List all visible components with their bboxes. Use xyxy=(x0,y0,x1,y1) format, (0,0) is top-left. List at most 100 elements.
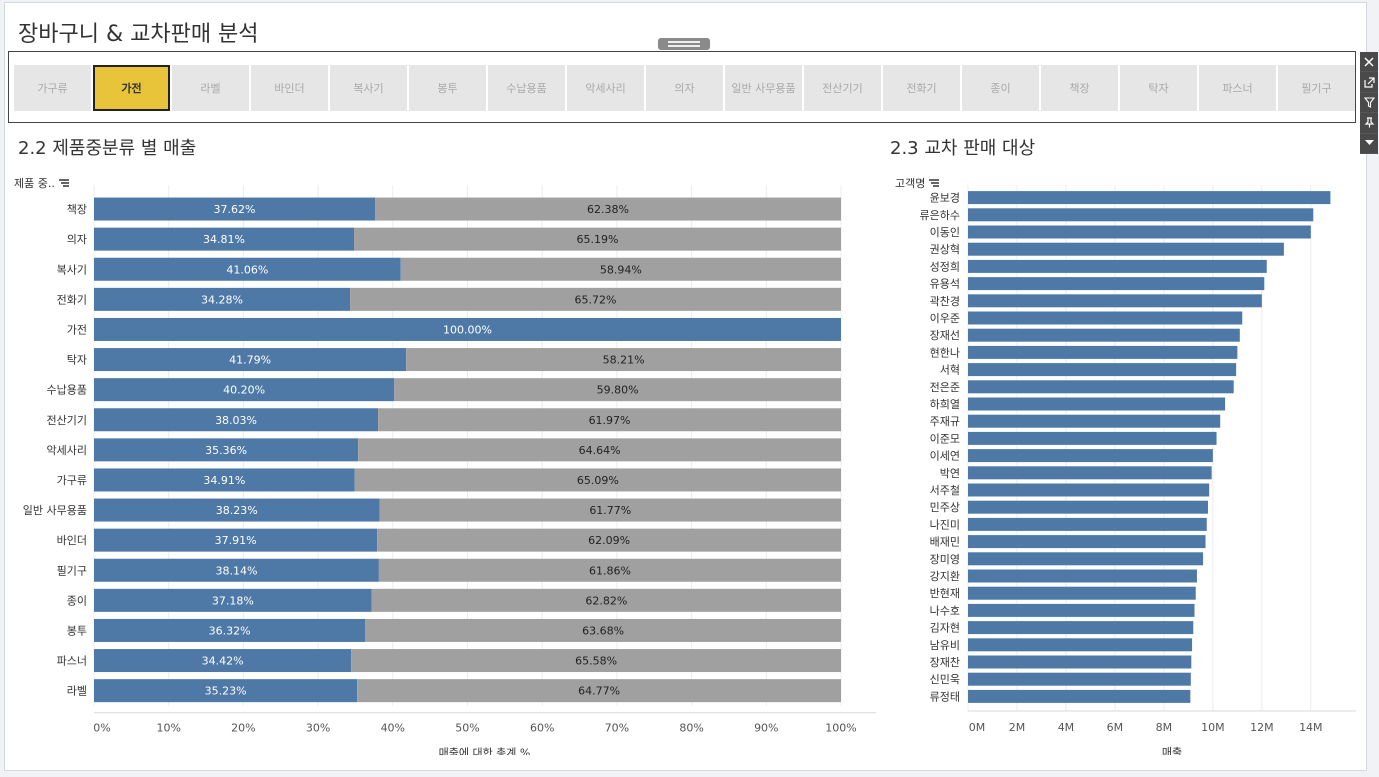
data-label-b: 64.77% xyxy=(578,685,620,698)
filter-item[interactable]: 복사기 xyxy=(330,65,407,111)
customer-bar[interactable] xyxy=(968,672,1191,686)
category-label: 탁자 xyxy=(67,354,87,367)
customer-bar[interactable] xyxy=(968,449,1213,463)
bar-segment-b[interactable] xyxy=(371,588,841,612)
customer-bar[interactable] xyxy=(968,311,1243,325)
filter-item[interactable]: 전화기 xyxy=(883,65,960,111)
close-icon[interactable] xyxy=(1360,52,1378,73)
customer-bar[interactable] xyxy=(968,380,1234,394)
customer-bar[interactable] xyxy=(968,259,1267,273)
filter-item[interactable]: 라벨 xyxy=(172,65,249,111)
bar-segment-a[interactable] xyxy=(94,679,358,703)
filter-item[interactable]: 필기구 xyxy=(1278,65,1355,111)
customer-bar[interactable] xyxy=(968,466,1212,480)
sort-icon[interactable] xyxy=(929,179,940,187)
bar-segment-a[interactable] xyxy=(94,227,355,251)
x-tick-label: 2M xyxy=(1009,721,1026,734)
filter-item[interactable]: 전산기기 xyxy=(804,65,881,111)
customer-bar[interactable] xyxy=(968,191,1331,205)
bar-segment-a[interactable] xyxy=(94,558,379,582)
filter-item[interactable]: 일반 사무용품 xyxy=(725,65,802,111)
bar-segment-a[interactable] xyxy=(94,378,395,402)
bar-segment-a[interactable] xyxy=(94,618,366,642)
filter-item[interactable]: 책장 xyxy=(1041,65,1118,111)
more-icon[interactable] xyxy=(1360,134,1378,155)
filter-item[interactable]: 가구류 xyxy=(14,65,91,111)
customer-bar[interactable] xyxy=(968,242,1284,256)
bar-segment-b[interactable] xyxy=(400,257,841,281)
bar-segment-b[interactable] xyxy=(354,468,841,492)
filter-item[interactable]: 탁자 xyxy=(1120,65,1197,111)
bar-segment-a[interactable] xyxy=(94,348,407,372)
bar-segment-a[interactable] xyxy=(94,649,352,673)
filter-item[interactable]: 종이 xyxy=(962,65,1039,111)
bar-segment-b[interactable] xyxy=(354,227,841,251)
bar-segment-b[interactable] xyxy=(365,618,841,642)
customer-bar[interactable] xyxy=(968,328,1240,342)
customer-bar[interactable] xyxy=(968,277,1265,291)
bar-segment-a[interactable] xyxy=(94,588,372,612)
category-label: 파스너 xyxy=(57,655,87,668)
customer-bar[interactable] xyxy=(968,500,1208,514)
pin-icon[interactable] xyxy=(1360,113,1378,134)
customer-bar[interactable] xyxy=(968,483,1210,497)
x-tick-label: 80% xyxy=(679,722,703,735)
bar-segment-a[interactable] xyxy=(94,408,379,432)
customer-bar[interactable] xyxy=(968,638,1193,652)
bar-segment-a[interactable] xyxy=(94,498,380,522)
filter-icon[interactable] xyxy=(1360,93,1378,114)
customer-bar[interactable] xyxy=(968,569,1197,583)
customer-bar[interactable] xyxy=(968,621,1194,635)
bar-segment-b[interactable] xyxy=(375,197,841,221)
bar-segment-b[interactable] xyxy=(350,287,841,311)
bar-segment-b[interactable] xyxy=(351,649,841,673)
popout-icon[interactable] xyxy=(1360,72,1378,93)
filter-item[interactable]: 의자 xyxy=(646,65,723,111)
filter-item[interactable]: 봉투 xyxy=(409,65,486,111)
bar-segment-b[interactable] xyxy=(377,528,841,552)
customer-bar[interactable] xyxy=(968,431,1217,445)
bar-segment-b[interactable] xyxy=(378,408,841,432)
customer-bar[interactable] xyxy=(968,586,1196,600)
bar-segment-a[interactable] xyxy=(94,468,355,492)
customer-bar[interactable] xyxy=(968,363,1237,377)
x-tick-label: 14M xyxy=(1299,721,1323,734)
filter-item[interactable]: 가전 xyxy=(93,65,170,111)
customer-bar[interactable] xyxy=(968,345,1238,359)
bar-segment-b[interactable] xyxy=(394,378,841,402)
bar-segment-b[interactable] xyxy=(379,498,841,522)
bar-segment-a[interactable] xyxy=(94,528,378,552)
left-field-label[interactable]: 제품 중.. xyxy=(14,175,69,191)
bar-segment-a[interactable] xyxy=(94,257,401,281)
sort-icon[interactable] xyxy=(58,179,69,187)
customer-bar[interactable] xyxy=(968,517,1207,531)
customer-bar[interactable] xyxy=(968,603,1195,617)
bar-segment-a[interactable] xyxy=(94,287,351,311)
customer-bar[interactable] xyxy=(968,689,1191,703)
drag-handle[interactable] xyxy=(658,38,710,50)
customer-label: 민주상 xyxy=(930,501,960,514)
customer-bar[interactable] xyxy=(968,225,1311,239)
customer-bar[interactable] xyxy=(968,552,1204,566)
customer-bar[interactable] xyxy=(968,414,1221,428)
filter-item[interactable]: 수납용품 xyxy=(488,65,565,111)
bar-segment-b[interactable] xyxy=(378,558,841,582)
customer-bar[interactable] xyxy=(968,397,1226,411)
filter-item[interactable]: 악세사리 xyxy=(567,65,644,111)
bar-segment-b[interactable] xyxy=(406,348,841,372)
filter-item[interactable]: 바인더 xyxy=(251,65,328,111)
bar-segment-a[interactable] xyxy=(94,197,376,221)
customer-bar[interactable] xyxy=(968,294,1262,308)
filter-item[interactable]: 파스너 xyxy=(1199,65,1276,111)
customer-bar[interactable] xyxy=(968,208,1314,222)
x-tick-label: 100% xyxy=(825,722,856,735)
right-field-label[interactable]: 고객명 xyxy=(895,175,940,191)
x-tick-label: 6M xyxy=(1107,721,1124,734)
data-label-b: 61.97% xyxy=(589,414,631,427)
customer-bar[interactable] xyxy=(968,655,1192,669)
bar-segment-a[interactable] xyxy=(94,317,841,341)
bar-segment-b[interactable] xyxy=(357,679,841,703)
bar-segment-b[interactable] xyxy=(358,438,841,462)
bar-segment-a[interactable] xyxy=(94,438,359,462)
customer-bar[interactable] xyxy=(968,535,1206,549)
